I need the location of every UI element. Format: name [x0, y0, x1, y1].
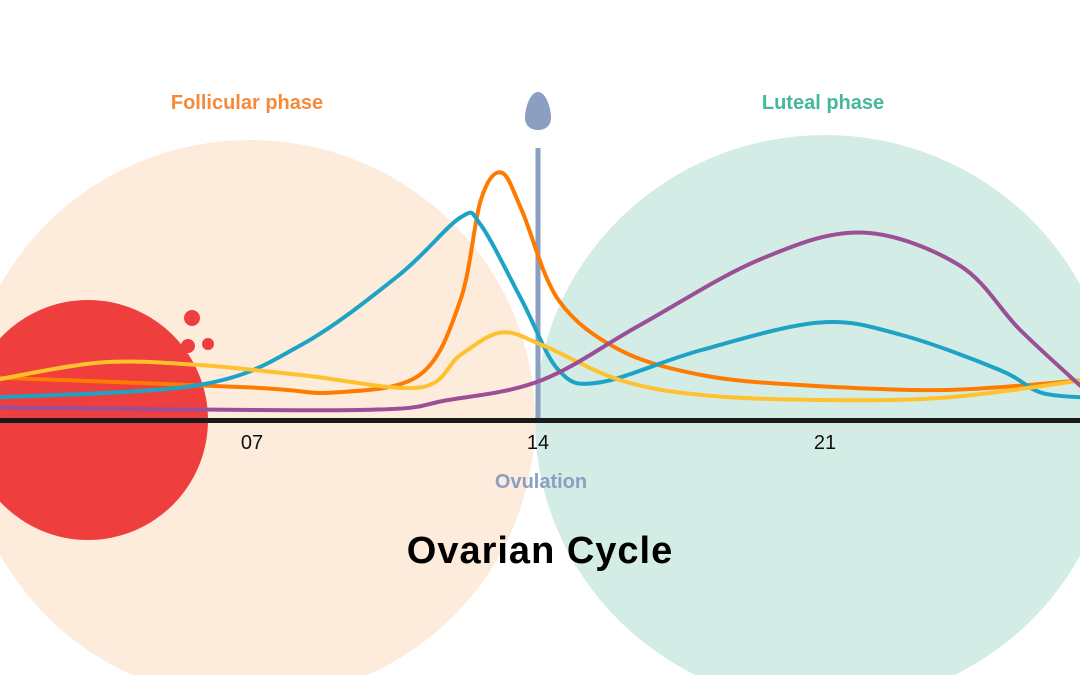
ovulation-label: Ovulation	[494, 471, 588, 493]
x-tick-label: 07	[240, 432, 264, 454]
follicular-phase-label: Follicular phase	[170, 92, 324, 114]
x-tick-label: 14	[526, 432, 550, 454]
hormone-curve-1	[0, 170, 1080, 396]
period-drop	[181, 339, 195, 353]
x-axis	[0, 418, 1080, 423]
luteal-phase-area	[535, 135, 1080, 675]
x-tick-label: 21	[813, 432, 837, 454]
period-drop	[202, 338, 214, 350]
ovulation-line	[535, 148, 541, 420]
hormone-curve-4	[0, 230, 1080, 413]
luteal-phase-label: Luteal phase	[761, 92, 885, 114]
period-drop	[184, 310, 200, 326]
hormone-curve-2	[0, 210, 1080, 400]
period-label: Period	[63, 471, 127, 493]
hormone-curve-3	[0, 330, 1080, 403]
chart-title: Ovarian Cycle	[406, 530, 674, 572]
egg-icon	[525, 92, 551, 130]
